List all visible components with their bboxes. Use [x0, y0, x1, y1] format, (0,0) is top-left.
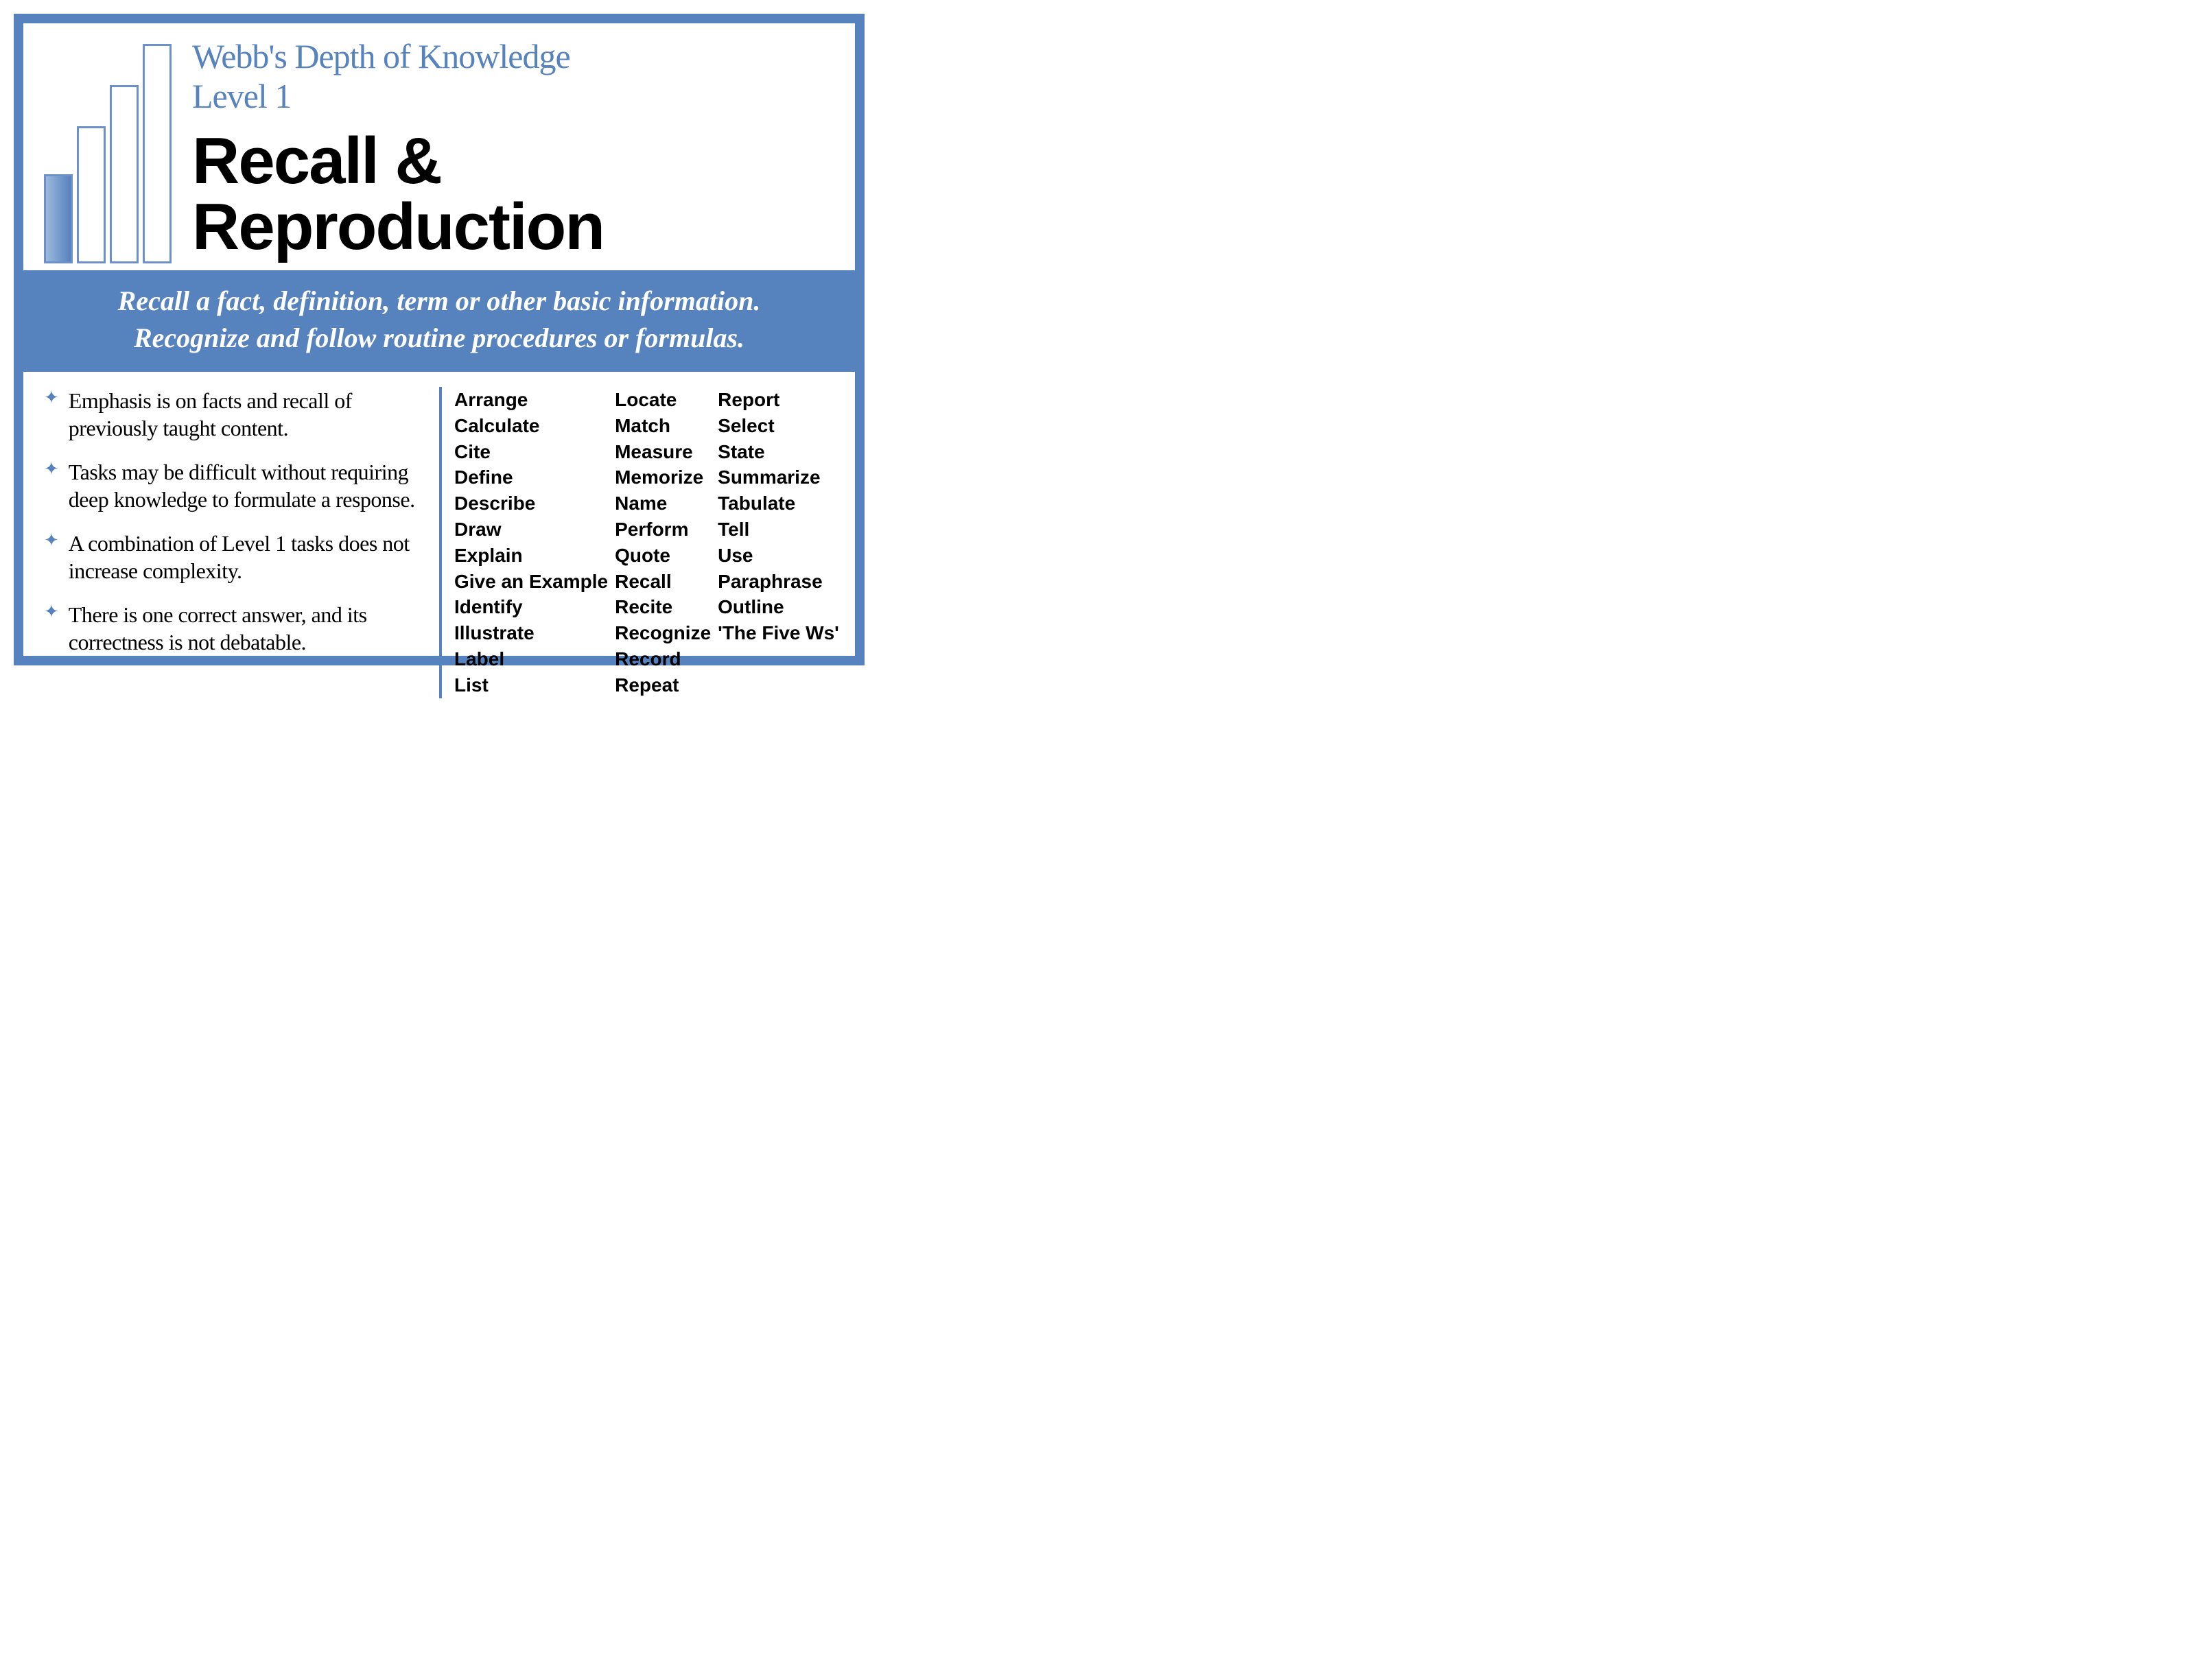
- bullet-item: ✦ A combination of Level 1 tasks does not…: [44, 530, 425, 584]
- verb: Define: [454, 464, 608, 490]
- verb: Memorize: [615, 464, 711, 490]
- star-icon: ✦: [44, 530, 59, 551]
- vertical-divider: [439, 387, 442, 698]
- bar: [77, 126, 106, 263]
- verb: Label: [454, 646, 608, 672]
- star-icon: ✦: [44, 458, 59, 480]
- verb: Draw: [454, 517, 608, 543]
- verb: Name: [615, 490, 711, 517]
- bullet-item: ✦ Tasks may be difficult without requirin…: [44, 458, 425, 513]
- header-section: Webb's Depth of Knowledge Level 1 Recall…: [23, 23, 855, 270]
- bar: [143, 44, 172, 263]
- bullet-text: Tasks may be difficult without requiring…: [69, 458, 425, 513]
- poster-frame: Webb's Depth of Knowledge Level 1 Recall…: [14, 14, 865, 665]
- verb: Match: [615, 413, 711, 439]
- bullet-list: ✦ Emphasis is on facts and recall of prev…: [44, 387, 439, 698]
- header-text: Webb's Depth of Knowledge Level 1 Recall…: [192, 37, 834, 260]
- bullet-item: ✦ There is one correct answer, and its co…: [44, 601, 425, 656]
- verb: Arrange: [454, 387, 608, 413]
- verb: Repeat: [615, 672, 711, 698]
- bar-chart-icon: [44, 37, 172, 263]
- verb: Use: [718, 543, 839, 569]
- verb: Recognize: [615, 620, 711, 646]
- band-line1: Recall a fact, definition, term or other…: [37, 283, 841, 320]
- bar: [44, 174, 73, 263]
- verb: Select: [718, 413, 839, 439]
- verb: Recite: [615, 594, 711, 620]
- subtitle-line1: Webb's Depth of Knowledge: [192, 37, 834, 77]
- star-icon: ✦: [44, 387, 59, 408]
- verb: Give an Example: [454, 569, 608, 595]
- verb: Locate: [615, 387, 711, 413]
- verb: Quote: [615, 543, 711, 569]
- verb: Tabulate: [718, 490, 839, 517]
- bullet-text: A combination of Level 1 tasks does not …: [69, 530, 425, 584]
- verb-columns: ArrangeCalculateCiteDefineDescribeDrawEx…: [454, 387, 839, 698]
- verb: Record: [615, 646, 711, 672]
- bullet-item: ✦ Emphasis is on facts and recall of prev…: [44, 387, 425, 442]
- verb: Paraphrase: [718, 569, 839, 595]
- band-line2: Recognize and follow routine procedures …: [37, 320, 841, 357]
- verb: Outline: [718, 594, 839, 620]
- verb: Identify: [454, 594, 608, 620]
- content-section: ✦ Emphasis is on facts and recall of prev…: [23, 372, 855, 712]
- verb-column-3: ReportSelectStateSummarizeTabulateTellUs…: [718, 387, 839, 698]
- verb: Report: [718, 387, 839, 413]
- bar: [110, 85, 139, 263]
- subtitle-line2: Level 1: [192, 77, 834, 117]
- verb: Measure: [615, 439, 711, 465]
- definition-band: Recall a fact, definition, term or other…: [23, 270, 855, 372]
- verb: State: [718, 439, 839, 465]
- verb-column-1: ArrangeCalculateCiteDefineDescribeDrawEx…: [454, 387, 608, 698]
- verb: Summarize: [718, 464, 839, 490]
- verb: Describe: [454, 490, 608, 517]
- verb: Explain: [454, 543, 608, 569]
- verb: Perform: [615, 517, 711, 543]
- verb: Calculate: [454, 413, 608, 439]
- star-icon: ✦: [44, 601, 59, 622]
- bullet-text: There is one correct answer, and its cor…: [69, 601, 425, 656]
- verb: Cite: [454, 439, 608, 465]
- verb: Recall: [615, 569, 711, 595]
- verb: 'The Five Ws': [718, 620, 839, 646]
- verb-column-2: LocateMatchMeasureMemorizeNamePerformQuo…: [615, 387, 711, 698]
- verb: Illustrate: [454, 620, 608, 646]
- verb: List: [454, 672, 608, 698]
- main-title: Recall & Reproduction: [192, 128, 834, 260]
- verb: Tell: [718, 517, 839, 543]
- bullet-text: Emphasis is on facts and recall of previ…: [69, 387, 425, 442]
